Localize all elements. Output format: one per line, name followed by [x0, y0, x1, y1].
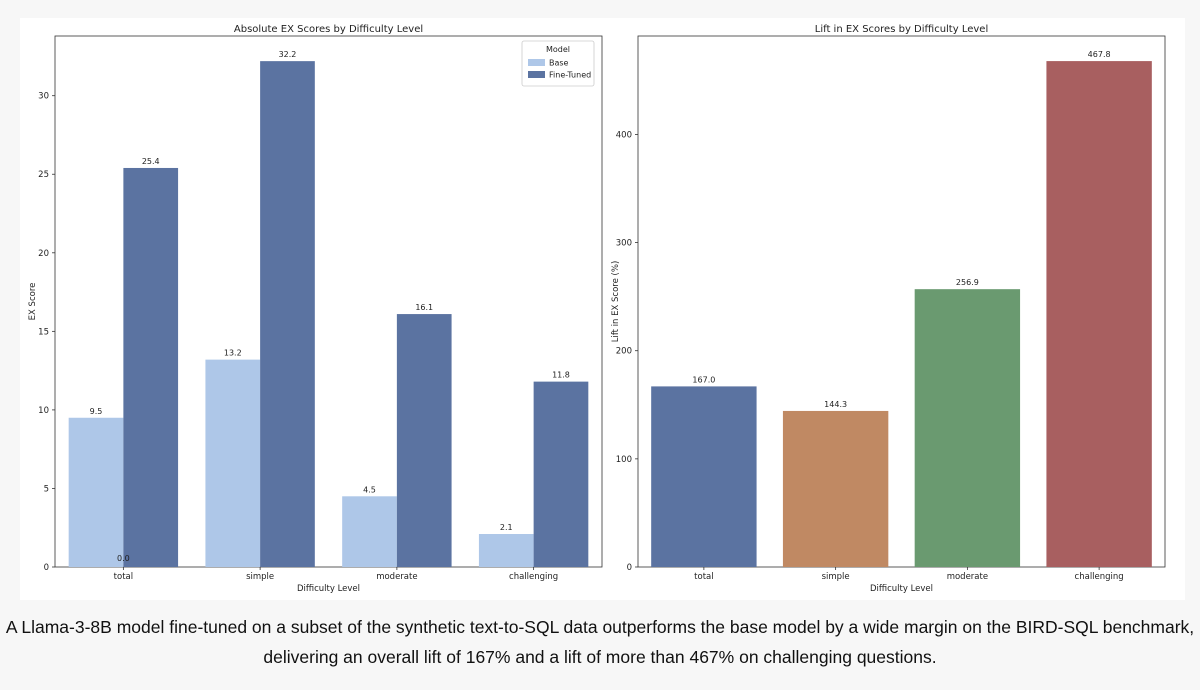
caption-line-2: delivering an overall lift of 167% and a… [263, 647, 937, 667]
chart1-bar-fine-tuned [123, 167, 179, 568]
chart2-x-tick-label: simple [822, 572, 850, 582]
chart2-bar-total [651, 386, 757, 567]
chart2-plot-frame [637, 35, 1166, 568]
chart2-data-label: 467.8 [1088, 50, 1111, 59]
chart1-bar-base [478, 534, 534, 567]
caption: A Llama-3-8B model fine-tuned on a subse… [0, 612, 1200, 672]
chart1-data-label: 2.1 [500, 523, 513, 532]
chart1-y-tick-label: 20 [38, 249, 49, 259]
chart1-y-tick-label: 15 [38, 327, 49, 337]
chart1-y-tick-label: 10 [38, 406, 49, 416]
chart2-data-label: 167.0 [692, 375, 715, 384]
caption-line-1: A Llama-3-8B model fine-tuned on a subse… [5, 617, 1195, 637]
chart1-x-tick-label: total [114, 572, 133, 582]
figure: Absolute EX Scores by Difficulty Level Di… [20, 18, 1185, 600]
chart1-legend-swatch [528, 71, 545, 78]
chart2-y-tick-label: 0 [627, 563, 632, 573]
chart1-y-tick-label: 30 [38, 92, 49, 102]
chart1-legend-label: Fine-Tuned [549, 71, 591, 80]
chart1-legend-label: Base [549, 59, 569, 68]
chart1-bar-base [342, 496, 397, 567]
chart1-bar-base [68, 417, 124, 567]
chart1-data-label: 16.1 [415, 303, 433, 312]
chart2-x-tick-label: challenging [1075, 572, 1124, 582]
chart1-data-label: 25.4 [142, 157, 160, 166]
chart2-x-tick-label: total [694, 572, 713, 582]
chart1-legend-swatch [528, 59, 545, 66]
chart2-bar-challenging [1046, 61, 1152, 567]
chart2-y-tick-label: 400 [616, 130, 632, 140]
chart1-x-tick-label: challenging [509, 572, 558, 582]
chart2-data-label: 256.9 [956, 278, 979, 287]
chart1-bar-fine-tuned [533, 381, 589, 567]
chart2-y-tick-label: 300 [616, 239, 632, 249]
chart1-data-label: 9.5 [90, 407, 103, 416]
chart2-data-label: 144.3 [824, 400, 847, 409]
chart2-y-tick-label: 200 [616, 347, 632, 357]
chart1-bar-base [205, 359, 261, 567]
chart1-x-axis-label: Difficulty Level [297, 584, 360, 594]
chart1-y-tick-label: 25 [38, 170, 49, 180]
chart2-x-axis-label: Difficulty Level [870, 584, 933, 594]
chart2-y-tick-label: 100 [616, 455, 632, 465]
chart1-bar-fine-tuned [396, 314, 452, 567]
charts-svg: Absolute EX Scores by Difficulty Level Di… [28, 24, 1166, 594]
chart1-zero-annotation: 0.0 [117, 554, 130, 563]
chart1-legend-title: Model [546, 45, 570, 54]
chart1-data-label: 11.8 [552, 371, 570, 380]
chart2-bar-simple [782, 410, 889, 567]
chart1-data-label: 32.2 [279, 50, 297, 59]
chart2-x-tick-label: moderate [947, 572, 988, 582]
chart1-data-label: 4.5 [363, 485, 376, 494]
chart1-title: Absolute EX Scores by Difficulty Level [234, 24, 423, 35]
chart1-plot-frame [54, 35, 603, 568]
chart2-y-axis-label: Lift in EX Score (%) [611, 261, 621, 343]
chart1-y-tick-label: 5 [44, 484, 49, 494]
chart2-title: Lift in EX Scores by Difficulty Level [815, 24, 988, 35]
chart1-x-tick-label: simple [246, 572, 274, 582]
chart1-x-tick-label: moderate [376, 572, 417, 582]
chart1-y-tick-label: 0 [44, 563, 49, 573]
chart1-bar-fine-tuned [260, 61, 315, 567]
chart1-y-axis-label: EX Score [28, 283, 38, 321]
chart1-data-label: 13.2 [224, 349, 242, 358]
chart2-bar-moderate [914, 289, 1021, 567]
